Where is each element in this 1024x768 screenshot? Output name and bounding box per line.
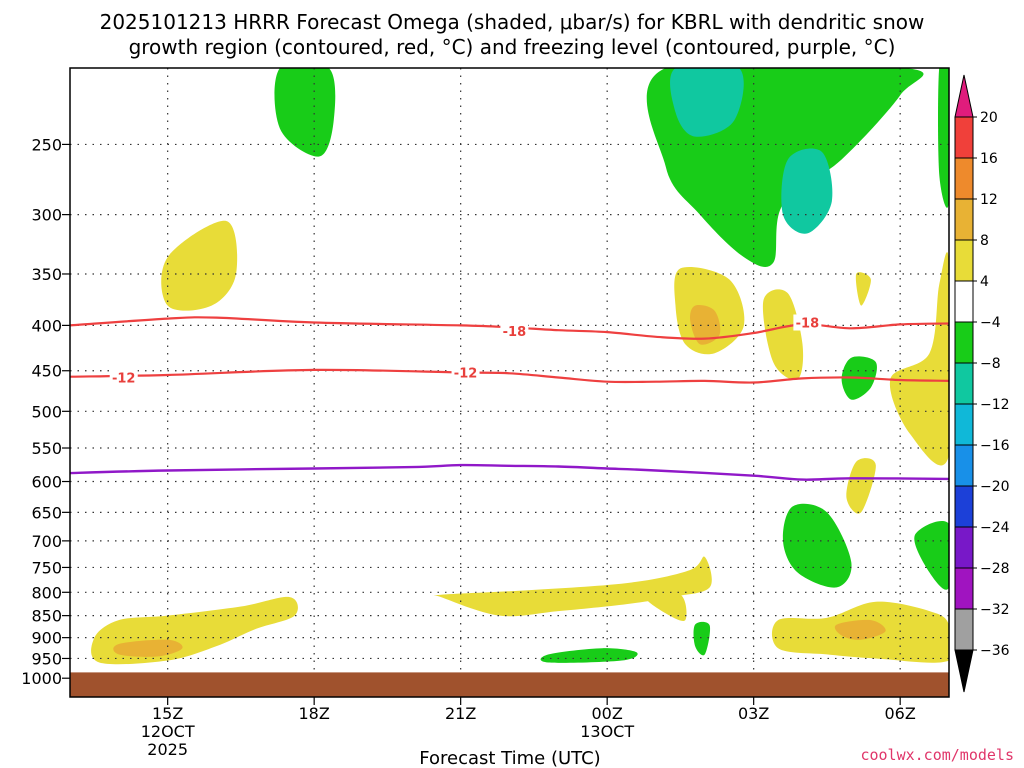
shaded-region-omega-neg10-upper-b: [781, 148, 833, 234]
colorbar-label-10: −24: [980, 520, 1010, 536]
contour-layer: [70, 316, 949, 481]
colorbar-segment-9: [954, 485, 974, 528]
shaded-region-omega-pos10-400: [690, 305, 721, 345]
colorbar-segment-12: [954, 608, 974, 651]
y-tick-label-600: 600: [31, 473, 62, 492]
y-tick-label-650: 650: [31, 503, 62, 522]
colorbar-label-1: 16: [980, 151, 998, 167]
y-tick-label-800: 800: [31, 583, 62, 602]
contour-label-1: -18: [796, 316, 820, 331]
contour-label-bg-1: [793, 314, 822, 331]
colorbar-label-13: −36: [980, 643, 1010, 659]
x-tick-label-00Z: 00Z: [592, 704, 623, 723]
y-axis-ticks: 250 300 350 400 450 500 550 600 650 700 750 800 850 9…: [21, 135, 70, 688]
shaded-region-omega-neg6-upper-left: [274, 68, 336, 157]
x-tick-sublabel-00Z-0: 13OCT: [580, 722, 634, 741]
y-tick-label-900: 900: [31, 629, 62, 648]
shaded-region-omega-neg6-top-right-edge: [938, 68, 949, 208]
plot-frame: [69, 67, 950, 698]
colorbar-label-11: −28: [980, 561, 1010, 577]
colorbar-top-triangle: [954, 74, 974, 118]
y-tick-label-450: 450: [31, 362, 62, 381]
colorbar-segment-10: [954, 526, 974, 569]
y-tick-label-1000: 1000: [21, 669, 62, 688]
colorbar-label-8: −16: [980, 438, 1010, 454]
shaded-region-omega-pos6-830-small: [645, 592, 687, 621]
colorbar-segment-8: [954, 444, 974, 487]
shaded-region-omega-neg6-700: [782, 503, 852, 588]
contour--18: [70, 316, 949, 340]
colorbar-segment-5: [954, 321, 974, 364]
credit-text: coolwx.com/models: [860, 746, 1014, 764]
y-tick-label-400: 400: [31, 316, 62, 335]
colorbar-label-0: 20: [980, 110, 998, 126]
y-tick-label-850: 850: [31, 607, 62, 626]
colorbar-segment-2: [954, 198, 974, 241]
contour--12: [70, 368, 949, 384]
shaded-region-omega-pos6-600: [846, 458, 876, 514]
colorbar-segment-0: [954, 116, 974, 159]
y-tick-label-350: 350: [31, 265, 62, 284]
contour-label-0: -18: [503, 325, 527, 340]
x-tick-sublabel-15Z-0: 12OCT: [141, 722, 195, 741]
contour-label-bg-3: [451, 364, 480, 381]
shaded-region-omega-pos10-880-right: [834, 619, 886, 640]
x-tick-label-06Z: 06Z: [885, 704, 916, 723]
x-axis-label: Forecast Time (UTC): [419, 748, 600, 768]
shaded-region-omega-pos6-right-edge: [889, 252, 949, 466]
chart-title-line-2: growth region (contoured, red, °C) and f…: [129, 35, 896, 59]
y-tick-label-500: 500: [31, 402, 62, 421]
contour-label-3: -12: [454, 366, 478, 381]
contour-label-bg-2: [109, 369, 138, 386]
shaded-region-omega-pos6-410-a: [762, 289, 804, 380]
x-tick-label-03Z: 03Z: [738, 704, 769, 723]
y-tick-label-750: 750: [31, 558, 62, 577]
colorbar-label-4: 4: [980, 274, 989, 290]
x-tick-label-21Z: 21Z: [445, 704, 476, 723]
contour-freezing-level: [70, 463, 949, 481]
colorbar-segment-6: [954, 362, 974, 405]
colorbar-segment-3: [954, 239, 974, 282]
colorbar-label-7: −12: [980, 397, 1010, 413]
shaded-region-omega-pos6-360-small: [855, 272, 871, 306]
contour-label-bg-0: [500, 323, 529, 340]
colorbar-segment-4: [954, 280, 974, 323]
colorbar-label-9: −20: [980, 479, 1010, 495]
colorbar-segment-11: [954, 567, 974, 610]
y-tick-label-950: 950: [31, 649, 62, 668]
ground-surface: [70, 672, 949, 697]
shaded-region-omega-neg10-upper-a: [670, 68, 744, 137]
y-tick-label-250: 250: [31, 135, 62, 154]
colorbar-label-5: −4: [980, 315, 1001, 331]
x-tick-sublabel-15Z-1: 2025: [147, 740, 188, 759]
colorbar-segment-7: [954, 403, 974, 446]
omega-shaded-layer: [91, 68, 949, 665]
contour-label-2: -12: [112, 372, 136, 387]
ground-layer: [70, 672, 949, 697]
contour-labels: -18 -18 -12 -12: [109, 314, 822, 387]
y-tick-label-700: 700: [31, 532, 62, 551]
colorbar-label-6: −8: [980, 356, 1001, 372]
shaded-region-omega-neg6-950: [540, 648, 638, 663]
gridlines: [70, 68, 949, 673]
shaded-region-omega-neg6-720-right: [914, 520, 949, 590]
shaded-region-omega-pos10-lower-left: [113, 639, 183, 657]
colorbar-segment-1: [954, 157, 974, 200]
colorbar-label-2: 12: [980, 192, 998, 208]
colorbar-bottom-triangle: [954, 649, 974, 693]
colorbar-label-3: 8: [980, 233, 989, 249]
chart-title-line-1: 2025101213 HRRR Forecast Omega (shaded, …: [100, 10, 925, 34]
shaded-region-omega-neg6-880: [693, 621, 711, 656]
colorbar: 20 16 12 8 4 −4 −8 −12 −16 −20 −24 −28 −32 −36: [954, 74, 1010, 693]
y-tick-label-300: 300: [31, 206, 62, 225]
y-tick-label-550: 550: [31, 439, 62, 458]
colorbar-label-12: −32: [980, 602, 1010, 618]
shaded-region-omega-pos6-350: [161, 220, 238, 311]
x-tick-label-18Z: 18Z: [299, 704, 330, 723]
shaded-region-omega-pos6-800: [431, 556, 712, 617]
x-tick-label-15Z: 15Z: [152, 704, 183, 723]
